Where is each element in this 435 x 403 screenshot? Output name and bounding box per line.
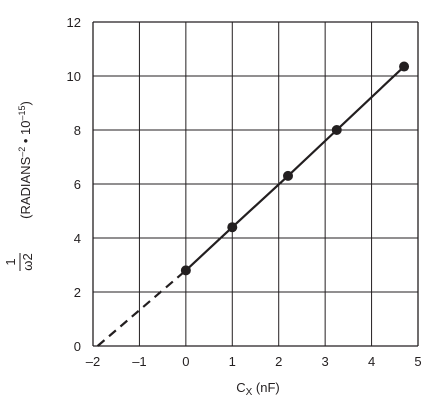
data-points	[180, 61, 410, 276]
y-label-fraction-denominator: ω2	[20, 253, 35, 270]
x-tick-labels: –2 –1 0 1 2 3 4 5	[86, 354, 422, 369]
extrapolation-line	[96, 269, 187, 347]
x-tick-label: 2	[275, 354, 282, 369]
data-point	[331, 125, 342, 135]
grid	[92, 21, 419, 347]
x-tick-label: –2	[86, 354, 100, 369]
y-tick-labels: 0 2 4 6 8 10 12	[67, 15, 81, 354]
y-tick-label: 2	[74, 285, 81, 300]
y-label-fraction-numerator: 1	[3, 258, 18, 265]
y-axis-label: 1 ω2 (RADIANS–2 • 10–15)	[3, 101, 35, 271]
data-point	[180, 265, 191, 276]
x-tick-label: 3	[322, 354, 329, 369]
y-tick-label: 10	[67, 69, 81, 84]
y-tick-label: 12	[67, 15, 81, 30]
data-point	[399, 61, 410, 72]
x-axis-label: CX (nF)	[236, 380, 280, 398]
data-point	[227, 222, 238, 233]
y-tick-label: 0	[74, 339, 81, 354]
y-tick-label: 4	[74, 231, 81, 246]
y-tick-label: 8	[74, 123, 81, 138]
x-tick-label: 0	[182, 354, 189, 369]
x-tick-label: 4	[368, 354, 375, 369]
x-tick-label: 5	[414, 354, 421, 369]
y-tick-label: 6	[74, 177, 81, 192]
data-point	[283, 170, 293, 181]
extrapolation-dashed-line	[96, 269, 187, 347]
x-tick-label: –1	[132, 354, 146, 369]
x-tick-label: 1	[229, 354, 236, 369]
y-label-units: (RADIANS–2 • 10–15)	[17, 101, 33, 219]
